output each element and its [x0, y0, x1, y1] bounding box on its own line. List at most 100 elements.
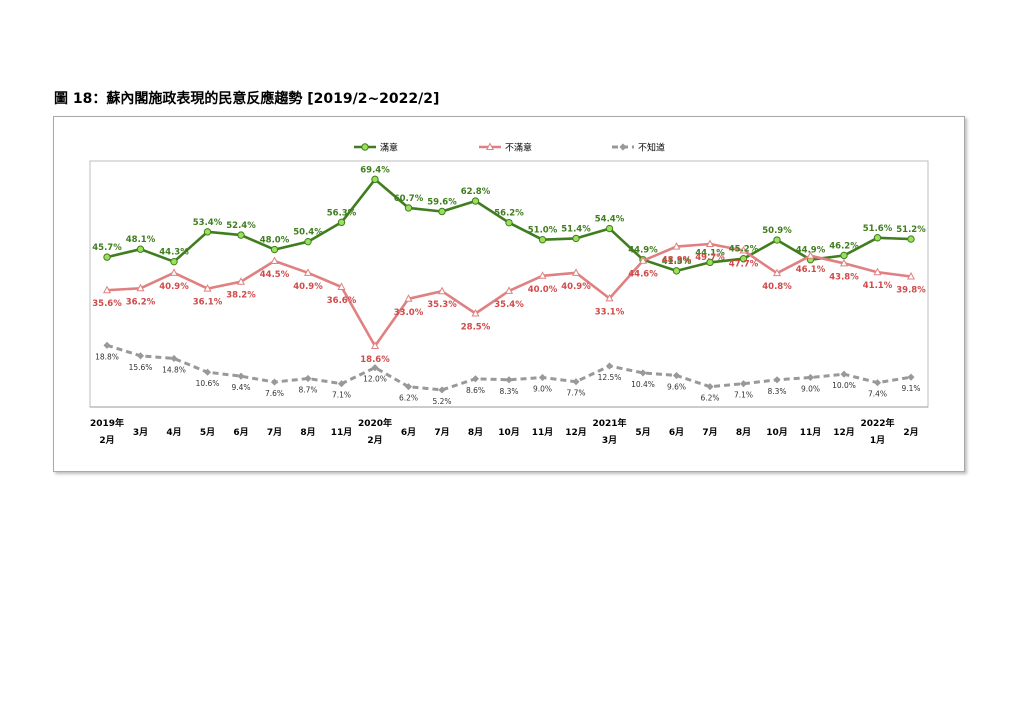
point-satisfied — [907, 235, 915, 243]
x-axis-ticks: 2019年 2月 3月 4月 5月 6月 7月 8月 11月 2020年 2月 6月 7月 8月 10月 11… — [90, 417, 919, 446]
label-satisfied: 45.7% — [92, 243, 122, 253]
point-satisfied — [605, 224, 614, 233]
point-satisfied — [270, 245, 279, 254]
x-tick-month: 7月 — [267, 427, 282, 438]
x-tick-month: 11月 — [532, 427, 554, 438]
label-dissatisfied: 38.2% — [226, 291, 256, 301]
x-tick-year: 2021年 — [592, 417, 626, 429]
point-unknown — [806, 373, 815, 382]
label-unknown: 8.3% — [767, 387, 786, 396]
label-satisfied: 44.9% — [796, 246, 826, 256]
label-unknown: 12.0% — [363, 375, 387, 384]
label-satisfied: 54.4% — [595, 215, 625, 225]
x-tick-month: 8月 — [736, 427, 751, 438]
point-dissatisfied — [605, 293, 614, 302]
label-dissatisfied: 48.9% — [662, 256, 692, 266]
point-satisfied — [237, 231, 245, 239]
point-dissatisfied — [739, 245, 748, 254]
label-satisfied: 69.4% — [360, 165, 390, 175]
x-tick-year: 2020年 — [358, 417, 392, 429]
point-dissatisfied — [638, 256, 648, 264]
label-satisfied: 51.4% — [561, 224, 591, 234]
label-unknown: 14.8% — [162, 365, 186, 374]
x-tick-month: 6月 — [233, 427, 248, 438]
point-dissatisfied — [270, 256, 279, 265]
point-unknown — [304, 374, 312, 383]
point-dissatisfied — [571, 268, 581, 276]
point-unknown — [572, 378, 580, 386]
x-tick-month: 8月 — [300, 427, 315, 438]
label-unknown: 12.5% — [598, 373, 622, 382]
point-dissatisfied — [169, 268, 179, 276]
point-dissatisfied — [772, 268, 782, 277]
point-dissatisfied — [437, 286, 447, 295]
label-unknown: 10.4% — [631, 380, 655, 389]
label-satisfied: 56.2% — [494, 209, 524, 219]
label-satisfied: 48.1% — [126, 235, 156, 245]
label-unknown: 6.2% — [399, 394, 418, 403]
point-satisfied — [572, 234, 580, 243]
label-satisfied: 60.7% — [394, 194, 424, 204]
label-dissatisfied: 40.9% — [293, 282, 323, 292]
x-tick-month: 7月 — [434, 427, 449, 438]
point-unknown — [840, 370, 848, 378]
label-dissatisfied: 47.7% — [729, 260, 759, 270]
label-dissatisfied: 40.0% — [528, 285, 558, 295]
point-unknown — [605, 362, 614, 370]
legend-label-unknown: 不知道 — [638, 142, 665, 154]
point-unknown — [438, 386, 446, 394]
label-dissatisfied: 40.9% — [561, 282, 591, 292]
label-dissatisfied: 33.0% — [394, 308, 424, 318]
label-dissatisfied: 49.7% — [695, 253, 725, 263]
label-unknown: 9.0% — [801, 384, 820, 393]
x-tick-month: 8月 — [468, 427, 483, 438]
point-satisfied — [672, 267, 681, 275]
label-satisfied: 50.4% — [293, 228, 323, 238]
label-unknown: 7.4% — [868, 390, 887, 399]
x-tick-month: 7月 — [702, 427, 717, 438]
label-dissatisfied: 35.3% — [427, 300, 457, 310]
label-unknown: 10.0% — [832, 381, 856, 390]
plot-area — [89, 160, 929, 408]
point-satisfied — [103, 253, 111, 261]
point-dissatisfied — [873, 267, 882, 276]
label-unknown: 10.6% — [196, 379, 220, 388]
label-satisfied: 44.1% — [695, 248, 725, 258]
label-dissatisfied: 35.6% — [92, 299, 122, 309]
label-satisfied: 46.2% — [829, 241, 859, 251]
label-unknown: 9.4% — [231, 383, 250, 392]
x-tick-month: 3月 — [133, 427, 148, 438]
point-satisfied — [773, 236, 781, 244]
label-satisfied: 51.2% — [896, 225, 926, 235]
x-tick-month: 6月 — [401, 427, 416, 438]
label-dissatisfied: 43.8% — [829, 272, 859, 282]
label-satisfied: 62.8% — [461, 187, 491, 197]
label-satisfied: 53.4% — [193, 218, 223, 228]
point-satisfied — [170, 257, 178, 266]
label-dissatisfied: 28.5% — [461, 323, 491, 333]
x-tick-month: 5月 — [635, 427, 650, 438]
x-tick-month: 12月 — [565, 427, 587, 438]
label-unknown: 8.6% — [466, 386, 485, 395]
point-unknown — [907, 373, 915, 381]
point-satisfied — [136, 245, 145, 253]
label-dissatisfied: 46.1% — [796, 265, 826, 275]
point-unknown — [639, 369, 647, 377]
point-unknown — [103, 341, 111, 349]
point-dissatisfied — [504, 286, 514, 294]
point-dissatisfied — [538, 271, 547, 279]
label-dissatisfied: 44.6% — [628, 270, 658, 280]
point-unknown — [237, 372, 245, 380]
x-tick-month: 10月 — [766, 427, 788, 438]
x-tick-month: 2月 — [367, 435, 382, 446]
point-unknown — [739, 380, 748, 388]
point-unknown — [873, 379, 882, 387]
point-unknown — [672, 371, 681, 380]
point-satisfied — [873, 234, 882, 242]
x-tick-month: 4月 — [166, 427, 181, 438]
x-tick-year: 2019年 — [90, 417, 124, 429]
point-dissatisfied — [370, 341, 380, 349]
trend-line-chart: 滿意 不滿意 不知道 45.7%48.1%44.3%53.4% 52.4%48.0%5… — [89, 142, 929, 446]
label-unknown: 7.1% — [332, 391, 351, 400]
point-unknown — [371, 364, 379, 372]
